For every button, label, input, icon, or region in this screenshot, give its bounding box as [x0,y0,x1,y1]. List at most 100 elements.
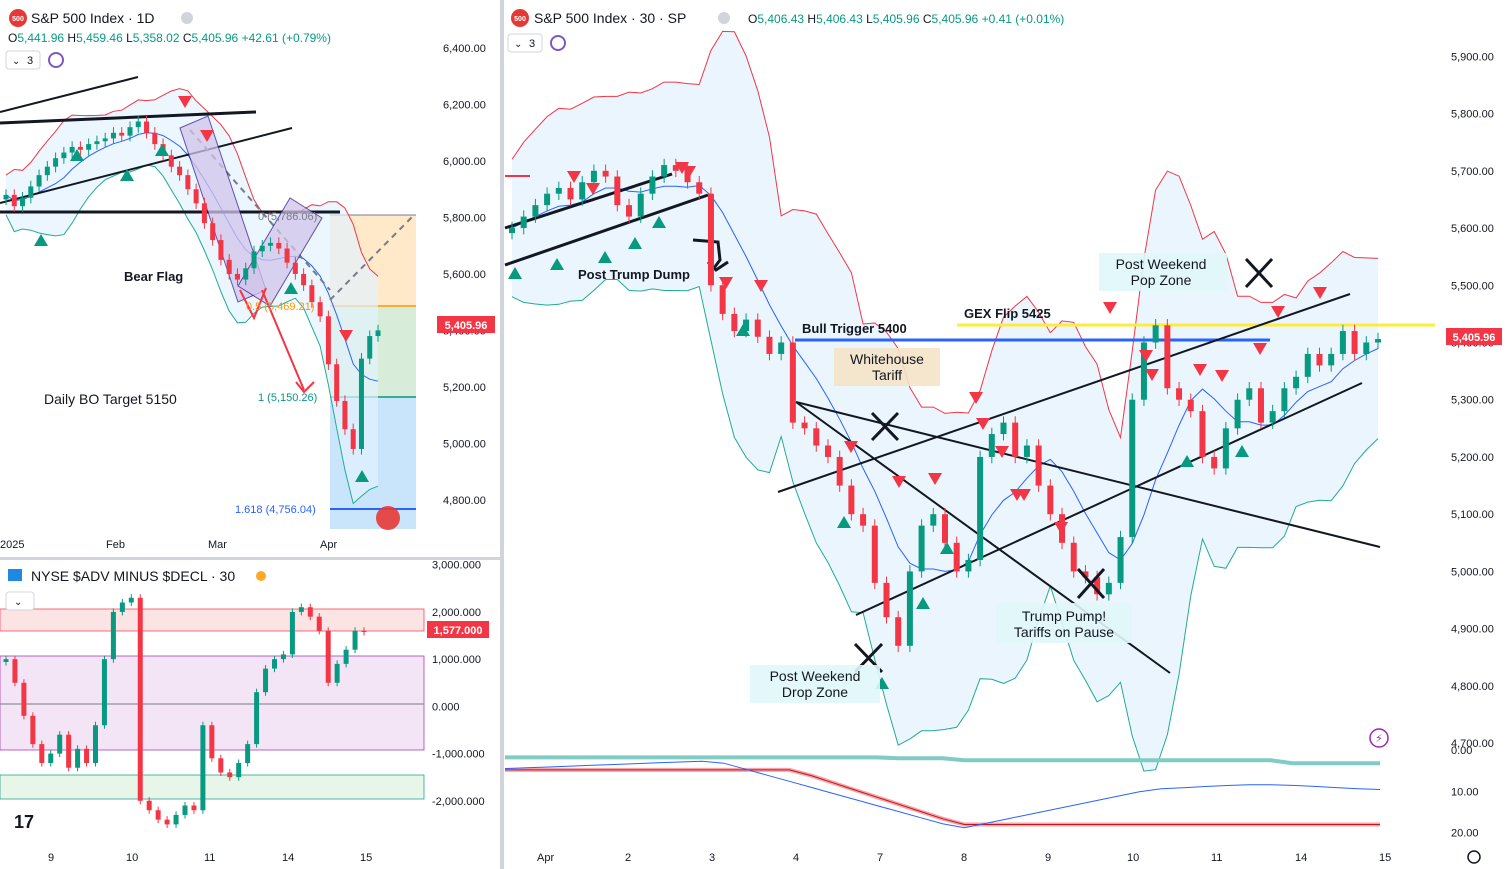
bollinger-basis[interactable] [511,184,1379,572]
candle-body[interactable] [813,428,820,446]
candle-body[interactable] [1187,399,1194,412]
candle-body[interactable] [567,187,574,200]
trendline[interactable] [0,110,257,125]
candle-body[interactable] [988,434,995,457]
dashed-projection[interactable] [329,214,415,301]
candle-body[interactable] [218,758,224,773]
candle-body[interactable] [614,176,621,206]
candle-body[interactable] [649,176,656,194]
refresh-icon[interactable] [48,52,64,68]
candle-body[interactable] [1234,399,1241,429]
candle-body[interactable] [1000,422,1007,435]
candle-body[interactable] [191,805,197,811]
sub-indicator-red[interactable] [505,767,1380,827]
post-weekend-drop-callout[interactable] [750,665,880,703]
candle-body[interactable] [101,659,107,726]
candle-body[interactable] [36,175,42,187]
candle-body[interactable] [836,456,843,486]
candle-body[interactable] [3,659,9,662]
candle-body[interactable] [1094,577,1101,595]
candle-body[interactable] [3,194,9,200]
candle-body[interactable] [146,800,152,811]
candle-body[interactable] [119,132,125,136]
candle-body[interactable] [20,197,26,207]
candle-body[interactable] [1316,353,1323,366]
candle-body[interactable] [579,182,586,200]
candle-body[interactable] [236,763,242,778]
candle-body[interactable] [801,422,808,429]
candle-body[interactable] [289,611,295,655]
candle-body[interactable] [719,285,726,314]
candle-body[interactable] [342,400,348,430]
candle-body[interactable] [263,668,269,693]
candle-body[interactable] [226,259,232,274]
candle-body[interactable] [254,692,260,745]
candle-body[interactable] [325,630,331,683]
candle-body[interactable] [119,602,125,612]
candle-body[interactable] [292,262,298,274]
candle-body[interactable] [977,456,984,560]
candle-body[interactable] [1304,353,1311,377]
candle-body[interactable] [53,158,59,167]
trendline[interactable] [777,293,1351,493]
candle-body[interactable] [883,582,890,618]
trendline[interactable] [0,76,139,113]
candle-body[interactable] [334,663,340,683]
candle-body[interactable] [30,715,36,745]
candle-body[interactable] [66,734,72,768]
candle-body[interactable] [227,772,233,778]
candle-body[interactable] [218,240,224,260]
candle-body[interactable] [1047,485,1054,515]
candle-body[interactable] [358,358,364,449]
candle-body[interactable] [1105,582,1112,595]
breadth-value-axis[interactable]: 3,000.000 2,000.000 1,000.000 0.000 -1,000.0… [432,560,485,808]
candle-body[interactable] [1023,445,1030,457]
bollinger-lower[interactable] [511,279,1379,772]
price-axis[interactable]: 6,400.00 6,200.00 6,000.00 5,800.00 5,600.00… [443,43,486,507]
candle-body[interactable] [1351,331,1358,354]
candle-body[interactable] [1257,388,1264,423]
candle-body[interactable] [343,649,349,664]
candle-body[interactable] [284,248,290,263]
candle-body[interactable] [789,342,796,423]
candle-body[interactable] [144,121,150,133]
trump-pump-callout[interactable] [996,603,1132,643]
collapse-button[interactable] [5,591,35,611]
candle-body[interactable] [824,445,831,457]
x-mark-icon[interactable] [870,411,900,442]
candle-body[interactable] [135,121,141,128]
candle-body[interactable] [1375,339,1381,343]
candle-body[interactable] [953,542,960,572]
daily-candles[interactable] [3,115,381,455]
candle-body[interactable] [234,273,240,280]
candle-body[interactable] [127,127,133,136]
candle-body[interactable] [75,748,81,768]
candle-body[interactable] [1269,411,1276,423]
trendline[interactable] [504,193,709,267]
candle-body[interactable] [77,146,83,150]
breadth-chart-pane[interactable]: NYSE $ADV MINUS $DECL · 30 ⌄ 3,000.000 2,… [0,560,489,864]
candle-body[interactable] [201,203,207,224]
candle-body[interactable] [84,748,90,764]
candle-body[interactable] [684,170,691,183]
sub-indicator-axis[interactable]: 20.00 10.00 0.00 [1451,745,1479,840]
candle-body[interactable] [137,597,143,801]
price-axis[interactable]: 5,900.00 5,800.00 5,700.00 5,600.00 5,500.00… [1451,51,1494,750]
candle-body[interactable] [57,734,63,754]
candle-body[interactable] [743,319,750,332]
candle-body[interactable] [12,659,18,683]
candle-body[interactable] [942,514,948,543]
candle-body[interactable] [1199,411,1206,457]
candle-body[interactable] [209,725,215,759]
candle-body[interactable] [39,744,45,764]
candle-body[interactable] [509,228,515,234]
candle-body[interactable] [128,597,134,603]
candle-body[interactable] [44,166,50,176]
candle-body[interactable] [243,268,249,280]
candle-body[interactable] [1152,325,1159,343]
candle-body[interactable] [626,205,633,217]
symbol-title[interactable]: S&P 500 Index · 30 · SP [534,10,686,26]
pane-divider-vertical[interactable] [500,0,504,869]
x-mark-icon[interactable] [1076,567,1106,600]
indicators-collapse-button[interactable] [5,50,41,70]
